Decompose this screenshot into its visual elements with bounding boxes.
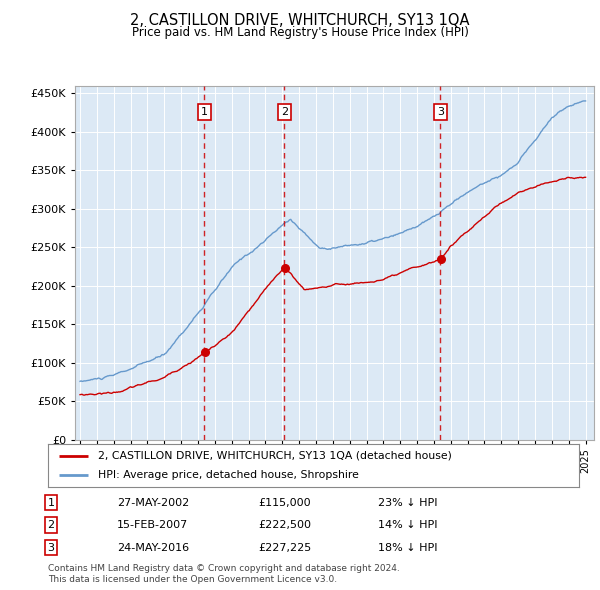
Text: £227,225: £227,225 <box>258 543 311 552</box>
Text: HPI: Average price, detached house, Shropshire: HPI: Average price, detached house, Shro… <box>98 470 359 480</box>
Text: 24-MAY-2016: 24-MAY-2016 <box>117 543 189 552</box>
Text: 14% ↓ HPI: 14% ↓ HPI <box>378 520 437 530</box>
Text: 3: 3 <box>437 107 444 117</box>
Text: 3: 3 <box>47 543 55 552</box>
Text: Price paid vs. HM Land Registry's House Price Index (HPI): Price paid vs. HM Land Registry's House … <box>131 26 469 39</box>
Text: This data is licensed under the Open Government Licence v3.0.: This data is licensed under the Open Gov… <box>48 575 337 584</box>
Text: 1: 1 <box>201 107 208 117</box>
Text: 1: 1 <box>47 498 55 507</box>
Text: 18% ↓ HPI: 18% ↓ HPI <box>378 543 437 552</box>
Text: £222,500: £222,500 <box>258 520 311 530</box>
Text: 27-MAY-2002: 27-MAY-2002 <box>117 498 189 507</box>
Text: 23% ↓ HPI: 23% ↓ HPI <box>378 498 437 507</box>
Text: Contains HM Land Registry data © Crown copyright and database right 2024.: Contains HM Land Registry data © Crown c… <box>48 565 400 573</box>
Text: 2: 2 <box>47 520 55 530</box>
Text: 2: 2 <box>281 107 288 117</box>
Text: 15-FEB-2007: 15-FEB-2007 <box>117 520 188 530</box>
Text: 2, CASTILLON DRIVE, WHITCHURCH, SY13 1QA: 2, CASTILLON DRIVE, WHITCHURCH, SY13 1QA <box>130 13 470 28</box>
Text: £115,000: £115,000 <box>258 498 311 507</box>
Text: 2, CASTILLON DRIVE, WHITCHURCH, SY13 1QA (detached house): 2, CASTILLON DRIVE, WHITCHURCH, SY13 1QA… <box>98 451 452 461</box>
